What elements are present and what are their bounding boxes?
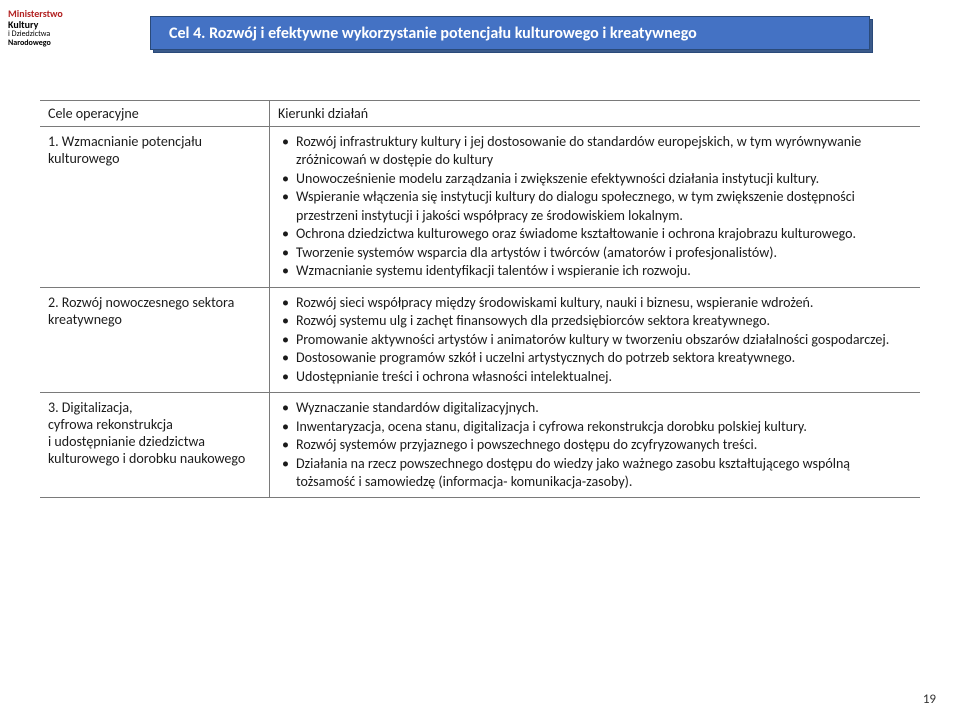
bullet-item: Dostosowanie programów szkół i uczelni a… [278,349,910,367]
bullet-item: Tworzenie systemów wsparcia dla artystów… [278,244,910,262]
title-bar-front: Cel 4. Rozwój i efektywne wykorzystanie … [150,16,870,50]
actions-cell: Wyznaczanie standardów digitalizacyjnych… [270,393,920,497]
bullet-item: Ochrona dziedzictwa kulturowego oraz świ… [278,225,910,243]
objective-cell: 1. Wzmacnianie potencjału kulturowego [40,127,270,287]
actions-cell: Rozwój sieci współpracy między środowisk… [270,288,920,392]
objective-cell: 3. Digitalizacja, cyfrowa rekonstrukcja … [40,393,270,497]
bullet-list: Rozwój infrastruktury kultury i jej dost… [278,133,910,281]
bullet-item: Wspieranie włączenia się instytucji kult… [278,188,910,225]
table-row: 3. Digitalizacja, cyfrowa rekonstrukcja … [40,393,920,498]
bullet-item: Udostępnianie treści i ochrona własności… [278,368,910,386]
table-header-right: Kierunki działań [270,101,920,126]
bullet-item: Unowocześnienie modelu zarządzania i zwi… [278,170,910,188]
bullet-item: Rozwój systemów przyjaznego i powszechne… [278,436,910,454]
title-text: Cel 4. Rozwój i efektywne wykorzystanie … [169,24,697,43]
bullet-item: Wyznaczanie standardów digitalizacyjnych… [278,399,910,417]
bullet-item: Działania na rzecz powszechnego dostępu … [278,455,910,492]
table-row: 1. Wzmacnianie potencjału kulturowego Ro… [40,127,920,288]
bullet-item: Rozwój sieci współpracy między środowisk… [278,294,910,312]
page-number: 19 [923,692,936,707]
logo-line-4: Narodowego [8,39,78,48]
bullet-list: Wyznaczanie standardów digitalizacyjnych… [278,399,910,491]
title-bar: Cel 4. Rozwój i efektywne wykorzystanie … [150,16,870,50]
table-header-left: Cele operacyjne [40,101,270,126]
table-row: 2. Rozwój nowoczesnego sektora kreatywne… [40,288,920,393]
actions-cell: Rozwój infrastruktury kultury i jej dost… [270,127,920,287]
bullet-item: Promowanie aktywności artystów i animato… [278,331,910,349]
bullet-list: Rozwój sieci współpracy między środowisk… [278,294,910,386]
objectives-table: Cele operacyjne Kierunki działań 1. Wzma… [40,100,920,498]
bullet-item: Inwentaryzacja, ocena stanu, digitalizac… [278,418,910,436]
table-header-row: Cele operacyjne Kierunki działań [40,101,920,127]
bullet-item: Rozwój infrastruktury kultury i jej dost… [278,133,910,170]
ministry-logo: Ministerstwo Kultury i Dziedzictwa Narod… [8,8,78,48]
bullet-item: Wzmacnianie systemu identyfikacji talent… [278,262,910,280]
objective-cell: 2. Rozwój nowoczesnego sektora kreatywne… [40,288,270,392]
bullet-item: Rozwój systemu ulg i zachęt finansowych … [278,312,910,330]
